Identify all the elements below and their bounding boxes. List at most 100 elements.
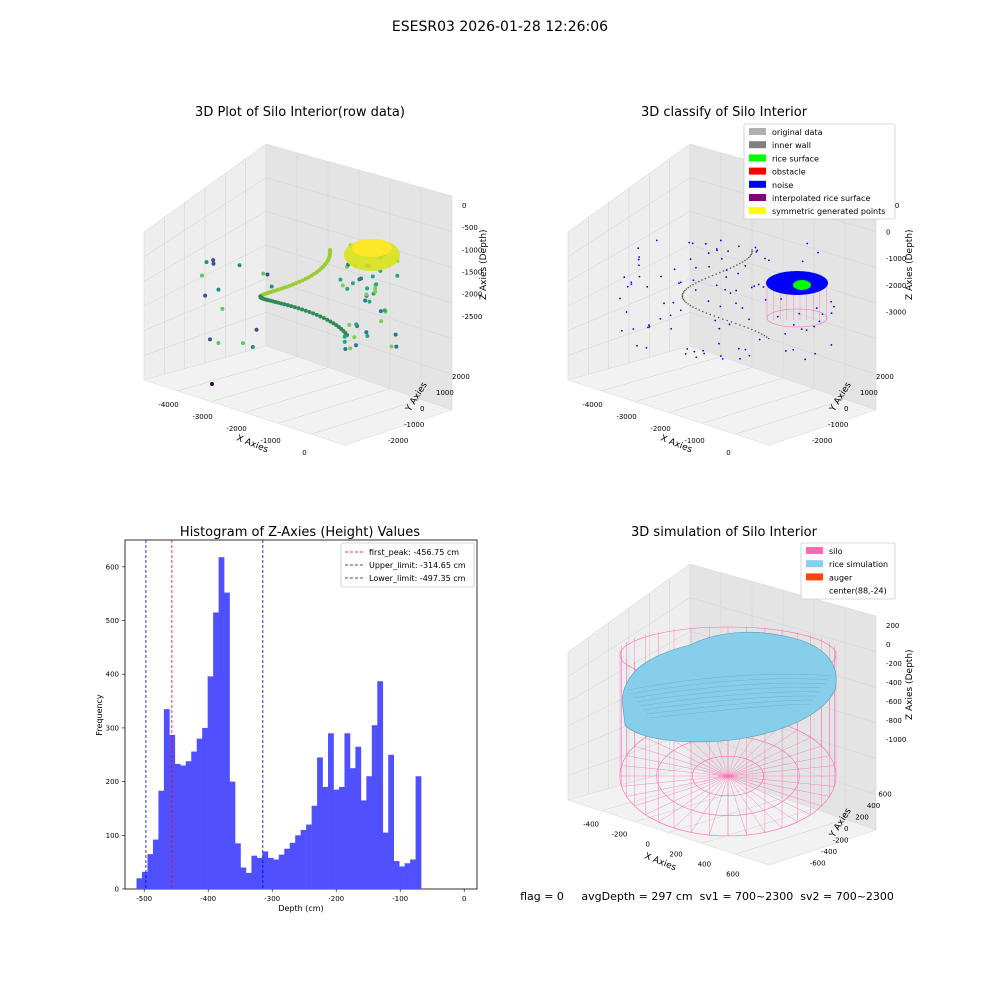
wall-point xyxy=(684,289,686,292)
scatter-point xyxy=(318,314,323,319)
silo-spoke xyxy=(626,775,729,797)
panel-simulation: 3D simulation of Silo Interior -400 -200 0… xyxy=(566,525,915,879)
legend-frame xyxy=(800,542,896,600)
scatter-point xyxy=(220,306,225,311)
grid-line xyxy=(634,367,753,402)
z-tick-label: -800 xyxy=(886,717,902,725)
wall-point xyxy=(709,313,712,316)
z-tick-label: -2000 xyxy=(886,282,906,290)
noise-point xyxy=(686,348,689,350)
histogram-bar xyxy=(371,725,378,889)
histogram-bar xyxy=(180,765,187,889)
scatter-point xyxy=(284,284,289,289)
scatter-point xyxy=(345,286,350,291)
wall-point xyxy=(715,273,717,275)
histogram-bar xyxy=(317,757,323,889)
scatter-point xyxy=(216,287,221,292)
panel2-legend: original data inner wall rice surface obsta… xyxy=(743,123,896,220)
scatter-point xyxy=(211,261,216,266)
x-tick-label: 200 xyxy=(669,851,682,859)
legend-label: auger xyxy=(829,573,853,582)
noise-point xyxy=(637,258,640,261)
rice-surface-patch xyxy=(793,280,811,290)
wall-point xyxy=(682,292,684,295)
scatter-point xyxy=(203,293,208,298)
z-tick-label: -2000 xyxy=(462,291,482,299)
noise-point xyxy=(744,348,747,351)
noise-point xyxy=(724,288,727,291)
noise-point xyxy=(704,242,707,245)
scatter-point xyxy=(340,283,345,288)
legend-frame xyxy=(743,123,896,220)
histogram-bar xyxy=(415,776,422,889)
noise-point xyxy=(707,252,710,254)
silo-spoke xyxy=(709,775,729,836)
scatter-point xyxy=(321,316,326,321)
noise-point xyxy=(818,320,821,323)
surface-mesh-line xyxy=(630,678,830,695)
legend-label: Lower_limit: -497.35 cm xyxy=(369,574,466,583)
silo-spoke xyxy=(690,775,729,833)
x-tick-label: 0 xyxy=(646,841,650,849)
noise-point xyxy=(626,285,629,288)
noise-point xyxy=(821,313,824,316)
wall-point xyxy=(722,318,724,320)
wall-point xyxy=(751,250,753,253)
noise-point xyxy=(684,352,687,355)
y-tick-label: -600 xyxy=(810,859,826,867)
wall-point xyxy=(750,253,753,256)
wall-point xyxy=(751,252,753,254)
silo-spoke xyxy=(634,745,729,777)
scatter-point xyxy=(294,281,299,286)
scatter-point xyxy=(395,273,400,278)
histogram-bar xyxy=(235,843,241,889)
y-tick-label: -1000 xyxy=(404,421,424,429)
z-tick-label: -1500 xyxy=(462,269,482,277)
wall-point xyxy=(733,265,735,268)
y-tick-label: 400 xyxy=(106,671,119,679)
grid-line xyxy=(668,797,784,833)
noise-point xyxy=(729,292,732,295)
noise-point xyxy=(619,297,621,300)
noise-point xyxy=(737,245,740,248)
scatter-point xyxy=(210,382,214,386)
noise-point xyxy=(638,275,641,278)
noise-point xyxy=(792,324,795,326)
wall-point xyxy=(701,279,703,281)
legend-label: inner wall xyxy=(772,141,811,150)
x-tick-label: -400 xyxy=(200,895,216,903)
x-tick-label: 400 xyxy=(698,861,711,869)
scatter-point xyxy=(303,276,308,281)
panel4-title: 3D simulation of Silo Interior xyxy=(631,525,818,540)
x-tick-label: -3000 xyxy=(616,413,636,421)
legend-swatch xyxy=(749,154,766,162)
noise-point xyxy=(735,302,737,305)
histogram-bar xyxy=(278,854,285,889)
noise-point xyxy=(748,318,750,321)
histogram-bar xyxy=(224,592,230,889)
scatter-point xyxy=(306,275,311,280)
y-tick-label: 200 xyxy=(106,778,119,786)
scatter-point xyxy=(265,272,270,277)
histogram-bar xyxy=(202,727,208,889)
z-tick-label: -400 xyxy=(886,679,902,687)
y-tick-label: 1000 xyxy=(436,389,454,397)
noise-point xyxy=(648,325,651,328)
legend-swatch xyxy=(806,586,823,594)
scatter-point xyxy=(325,317,330,322)
scatter-point xyxy=(297,279,302,284)
wall-point xyxy=(681,295,684,298)
legend-swatch xyxy=(749,141,766,149)
histogram-bar xyxy=(218,557,225,889)
scatter-point xyxy=(287,283,292,288)
scatter-point xyxy=(208,337,213,342)
wall-point xyxy=(692,306,694,308)
grid-line xyxy=(601,356,722,392)
wall-point xyxy=(741,261,744,263)
x-tick-label: -300 xyxy=(264,895,280,903)
legend-swatch xyxy=(749,180,766,188)
z-tick-label: 0 xyxy=(886,229,890,237)
noise-point xyxy=(728,323,731,326)
y-tick-label: 600 xyxy=(106,563,119,571)
